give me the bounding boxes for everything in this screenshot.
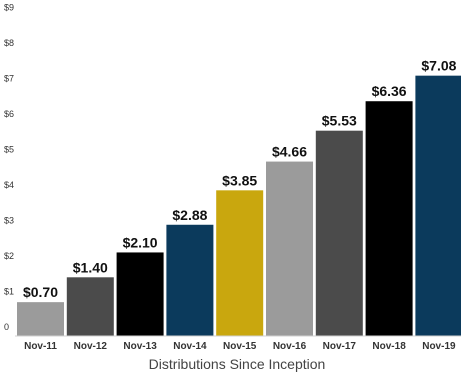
- x-tick-label: Nov-17: [323, 341, 357, 352]
- x-tick-label: Nov-19: [422, 341, 456, 352]
- y-tick-label: $9: [4, 3, 14, 13]
- bar-value-label: $5.53: [322, 113, 357, 129]
- bar: [166, 224, 214, 336]
- bar-value-label: $2.10: [123, 234, 158, 250]
- y-tick-label: $7: [4, 74, 14, 84]
- bar-value-label: $6.36: [372, 83, 407, 99]
- y-tick-label: $2: [4, 251, 14, 261]
- bar-value-label: $7.08: [421, 58, 456, 74]
- bar: [415, 75, 461, 336]
- bar: [17, 302, 64, 336]
- bar: [66, 277, 114, 336]
- bar-value-label: $0.70: [23, 284, 58, 300]
- bar-value-label: $1.40: [73, 259, 108, 275]
- bar-value-label: $2.88: [172, 207, 207, 223]
- x-tick-label: Nov-13: [123, 341, 157, 352]
- x-tick-label: Nov-11: [24, 341, 57, 352]
- bar: [315, 130, 363, 336]
- bar: [266, 161, 313, 336]
- bar-value-label: $3.85: [222, 172, 257, 188]
- bar: [365, 101, 413, 336]
- y-tick-label: $8: [4, 38, 14, 48]
- x-tick-label: Nov-14: [173, 341, 207, 352]
- x-tick-label: Nov-15: [223, 341, 257, 352]
- x-axis: Nov-11 Nov-12 Nov-13 Nov-14 Nov-15 Nov-16 Nov-…: [24, 341, 456, 352]
- y-tick-label: $5: [4, 145, 14, 155]
- x-tick-label: Nov-12: [74, 341, 108, 352]
- y-axis: 0 $1 $2 $3 $4 $5 $6 $7 $8 $9: [4, 3, 14, 333]
- bar-value-label: $4.66: [272, 144, 307, 160]
- y-tick-label: $1: [4, 287, 14, 297]
- y-tick-label: $3: [4, 216, 14, 226]
- data-labels-group: $0.70 $1.40 $2.10 $2.88 $3.85 $4.66 $5.53 $6.36…: [23, 58, 457, 300]
- y-tick-label: $6: [4, 109, 14, 119]
- y-tick-label: 0: [4, 322, 9, 332]
- bar: [216, 190, 264, 336]
- x-axis-title: Distributions Since Inception: [149, 356, 326, 372]
- x-tick-label: Nov-18: [372, 341, 406, 352]
- x-tick-label: Nov-16: [273, 341, 307, 352]
- y-tick-label: $4: [4, 180, 14, 190]
- bar: [116, 252, 164, 336]
- bars-group: [17, 75, 461, 336]
